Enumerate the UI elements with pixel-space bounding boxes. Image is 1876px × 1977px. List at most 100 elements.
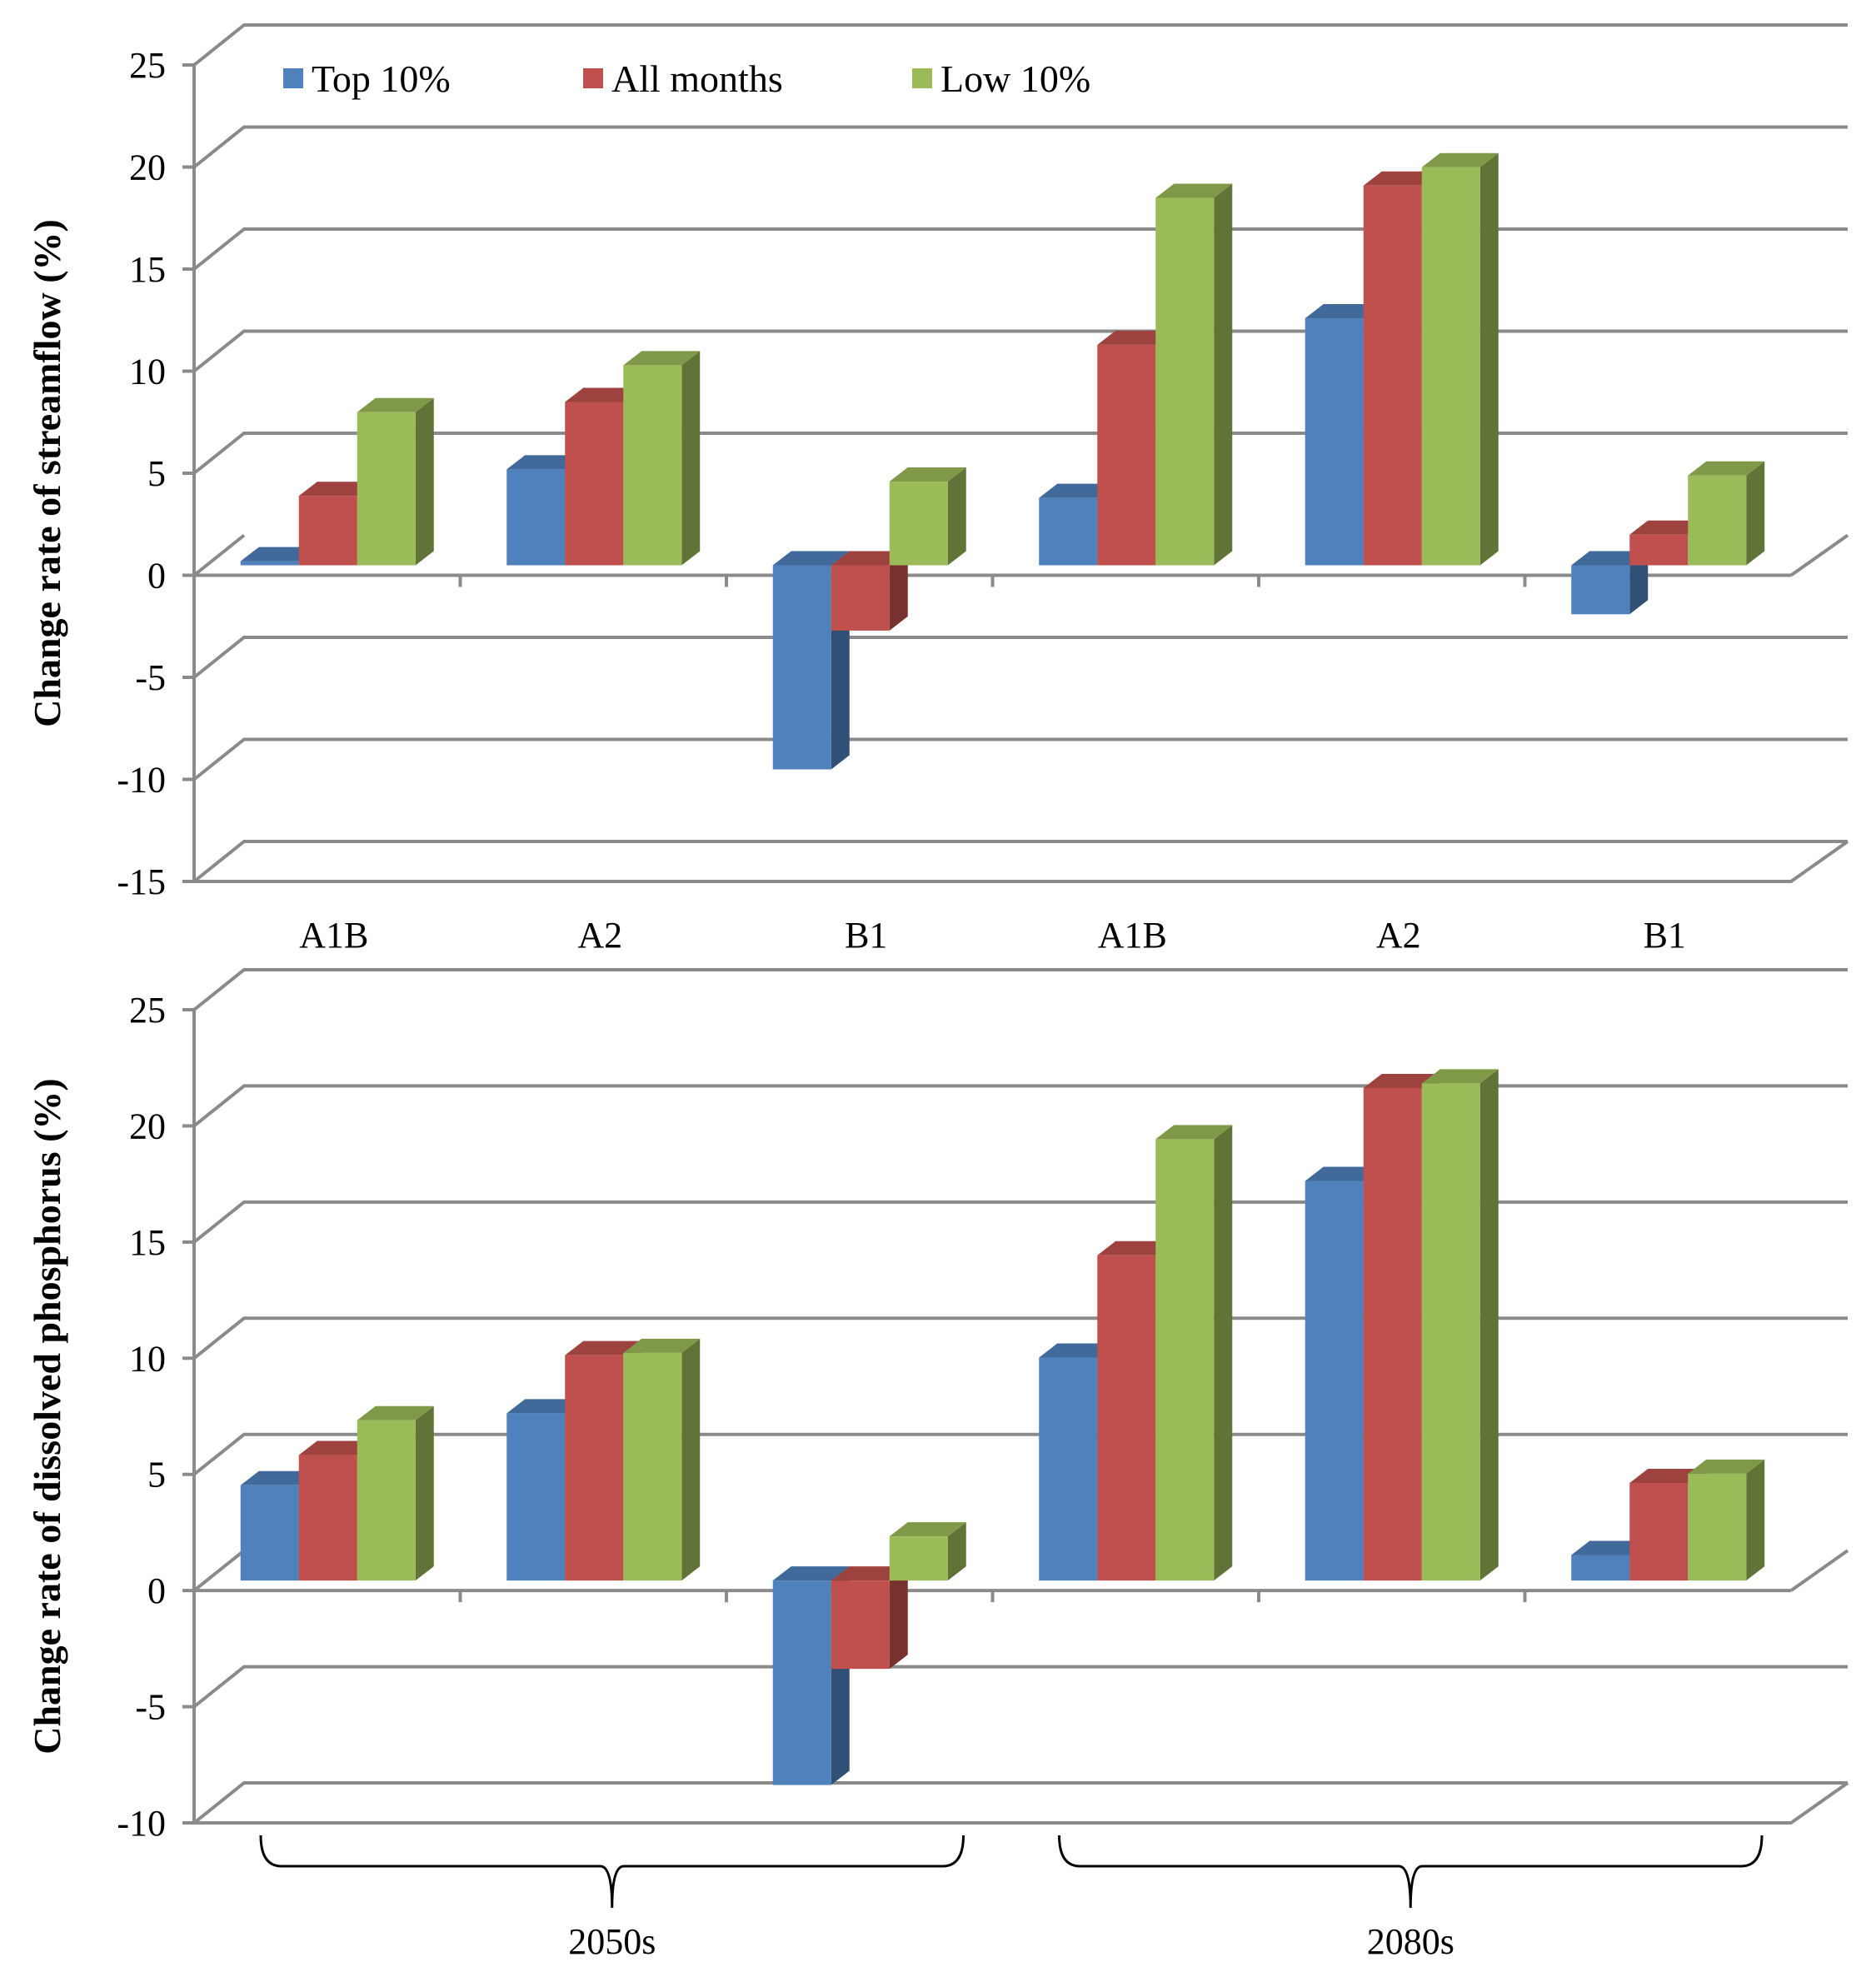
bar-front [1688,475,1747,566]
bar-top-10--5 [1571,551,1649,615]
bar-front [1097,1255,1156,1581]
legend-label: Low 10% [940,57,1090,100]
bar-front [1421,1083,1480,1581]
bar-top [240,1470,317,1485]
bar-front [1688,1473,1747,1581]
bar-side [889,1566,908,1670]
gridline [192,329,1848,373]
bar-front [298,1455,357,1581]
gridline [192,636,1848,679]
bar-side [1479,152,1499,566]
bar-side [1479,1069,1499,1581]
gridline [192,432,1848,475]
bar-top [565,1340,642,1355]
bar-top [1571,1540,1649,1555]
bar-front [357,412,416,566]
y-tick-label: -5 [135,657,166,698]
floor-edge [194,840,1849,883]
gridline [192,125,1848,169]
bar-top [357,1405,434,1420]
bar-top [1305,1166,1382,1181]
bar-front [1629,1483,1689,1581]
bar-front [1571,565,1630,615]
y-tick-label: 25 [129,990,166,1031]
period-brace [259,1835,965,1909]
bar-front [565,402,624,566]
bar-top [623,351,701,366]
bar-side [947,1522,966,1581]
bar-front [772,565,831,770]
legend-item-top-10-: Top 10% [283,57,451,100]
bar-side [1214,1125,1233,1581]
bar-front [1305,318,1364,566]
y-tick-label: 10 [129,352,166,392]
bar-top [240,547,317,562]
bar-side [681,351,701,566]
bar-front [240,561,299,566]
legend-swatch [912,68,932,88]
bar-top [772,551,850,566]
bar-low-10--1 [623,351,701,566]
bar-top [1305,304,1382,319]
bar-front [1421,167,1480,566]
y-tick-label: -10 [117,1803,166,1844]
gridline [192,737,1848,781]
zero-depth-line [192,1549,246,1592]
bar-low-10--3 [1155,1125,1233,1581]
bar-top [831,551,908,566]
bar-top [1421,152,1499,167]
bar-low-10--5 [1688,461,1765,566]
bar-front [1363,185,1422,566]
bar-front [831,1580,890,1670]
gridline [192,968,1848,1011]
bar-top [506,1399,584,1414]
period-label: 2080s [1367,1921,1454,1962]
bar-front [298,496,357,566]
bar-low-10--2 [889,467,966,566]
bar-front [889,1536,948,1581]
bar-top [1629,520,1707,535]
bar-top [357,397,434,412]
bar-top [506,455,584,470]
gridline [192,1432,1848,1476]
bar-front [506,469,566,566]
x-category-label: A1B [1098,915,1167,956]
bar-all-months-1 [565,1340,642,1581]
y-tick-label: -5 [135,1687,166,1728]
bar-top [1039,483,1116,498]
y-tick-label: 5 [147,1455,166,1495]
bar-top [1421,1069,1499,1084]
bar-top [298,1440,376,1455]
x-category-label: A2 [1376,915,1421,956]
bar-side [1746,1459,1765,1581]
gridline [192,1084,1848,1127]
bar-low-10--0 [357,397,434,566]
x-category-label: B1 [1644,915,1686,956]
gridline [192,227,1848,271]
bar-top [298,482,376,497]
y-axis-title: Change rate of dissolved phosphorus (%) [26,1078,68,1755]
x-category-label: A1B [299,915,368,956]
bar-side [415,397,434,566]
y-tick-label: -15 [117,861,166,902]
gridline [192,1200,1848,1244]
bar-top [889,467,966,482]
bar-all-months-2 [831,1566,908,1670]
bar-front [889,482,948,566]
bar-front [1039,1357,1098,1581]
gridline [192,23,1848,67]
zero-depth-line [192,533,246,577]
x-category-label: B1 [845,915,887,956]
y-tick-label: 10 [129,1338,166,1379]
bar-low-10--4 [1421,1069,1499,1581]
zero-depth-line [1789,533,1849,577]
gridline [192,1316,1848,1360]
bar-low-10--4 [1421,152,1499,566]
phosphorus-chart: 25 20 15 10 5 0 -5 -10 Change rate of dissolved … [26,968,1849,1962]
bar-front [506,1413,566,1581]
bar-side [415,1405,434,1581]
bar-front [357,1420,416,1581]
y-tick-label: -10 [117,760,166,801]
period-brace [1058,1835,1764,1909]
